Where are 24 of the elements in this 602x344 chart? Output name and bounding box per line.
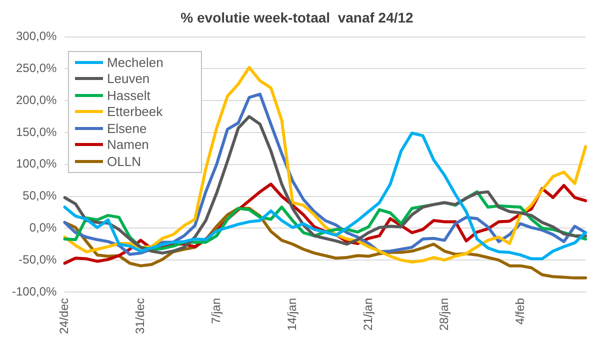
- chart-title: % evolutie week-totaal vanaf 24/12: [180, 9, 414, 26]
- legend-label: Elsene: [107, 120, 147, 136]
- y-tick-label: 300,0%: [16, 29, 58, 44]
- y-tick-label: 150,0%: [16, 124, 58, 139]
- x-tick-label: 21/jan: [360, 298, 375, 331]
- x-tick-label: 31/dec: [132, 298, 147, 334]
- y-tick-label: 0,0%: [29, 220, 58, 234]
- x-tick-label: 24/dec: [57, 298, 72, 334]
- legend-label: OLLN: [107, 154, 141, 169]
- x-tick-label: 7/jan: [208, 298, 223, 324]
- x-tick-label: 28/jan: [436, 298, 451, 331]
- y-tick-label: 100,0%: [16, 156, 58, 171]
- legend-label: Mechelen: [107, 54, 164, 70]
- x-tick-label: 4/feb: [512, 298, 527, 325]
- legend-label: Leuven: [107, 71, 150, 86]
- legend-label: Etterbeek: [107, 104, 163, 120]
- legend-label: Namen: [107, 137, 149, 152]
- y-tick-label: 200,0%: [16, 92, 58, 107]
- x-tick-label: 14/jan: [284, 298, 299, 331]
- y-tick-label: -50,0%: [18, 252, 58, 266]
- y-tick-label: -100,0%: [12, 284, 58, 298]
- y-tick-label: 50,0%: [22, 188, 58, 203]
- y-tick-label: 250,0%: [16, 61, 58, 76]
- legend-label: Hasselt: [107, 88, 150, 103]
